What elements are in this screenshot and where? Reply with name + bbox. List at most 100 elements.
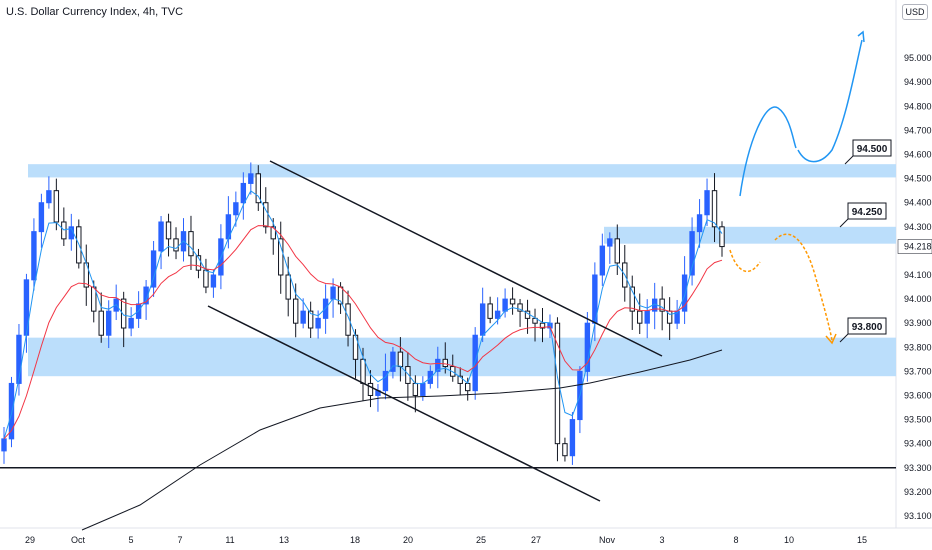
last-price-tag xyxy=(897,239,932,254)
zone-label-pointer xyxy=(839,333,849,343)
x-tick-label: 5 xyxy=(128,535,133,545)
candle-body xyxy=(487,303,493,319)
candle-body xyxy=(31,231,37,281)
zone-2 xyxy=(28,337,896,377)
candle-body xyxy=(292,298,299,324)
y-tick-label: 95.000 xyxy=(904,53,932,63)
zone-label-text: 94.500 xyxy=(857,144,888,155)
x-tick-label: Nov xyxy=(599,535,616,545)
candle-body xyxy=(442,358,448,368)
candle-body xyxy=(405,366,411,384)
y-tick-label: 93.700 xyxy=(904,366,932,376)
candle-body xyxy=(248,173,254,184)
candle-body xyxy=(16,334,22,384)
x-tick-label: 7 xyxy=(177,535,182,545)
candle-body xyxy=(53,190,60,223)
candle-body xyxy=(390,351,396,372)
candle-body xyxy=(457,375,463,384)
candle-body xyxy=(420,382,426,396)
x-tick-label: 10 xyxy=(784,535,794,545)
x-tick-label: 27 xyxy=(531,535,541,545)
x-tick-label: 20 xyxy=(403,535,413,545)
candle-body xyxy=(98,310,104,336)
y-tick-label: 94.500 xyxy=(904,174,932,184)
candle-body xyxy=(397,351,404,368)
x-tick-label: 3 xyxy=(659,535,664,545)
candle-body xyxy=(315,317,321,329)
candle-body xyxy=(300,310,306,324)
candle-body xyxy=(143,286,149,305)
channel-lower-line xyxy=(207,305,601,502)
chart-title: U.S. Dollar Currency Index, 4h, TVC xyxy=(6,6,184,18)
x-tick-label: 15 xyxy=(857,535,867,545)
candle-body xyxy=(360,358,366,384)
candle-body xyxy=(120,298,127,329)
x-tick-label: 25 xyxy=(476,535,486,545)
y-tick-label: 94.400 xyxy=(904,198,932,208)
y-tick-label: 94.000 xyxy=(904,294,932,304)
y-tick-label: 93.400 xyxy=(904,439,932,449)
candle-body xyxy=(8,382,15,440)
candle-body xyxy=(128,317,134,329)
candle-body xyxy=(38,202,45,233)
candle-body xyxy=(435,358,441,372)
candle-body xyxy=(599,245,606,276)
candle-body xyxy=(696,214,703,233)
candle-body xyxy=(195,255,202,271)
zone-label-box xyxy=(852,139,892,157)
projection-up-1 xyxy=(739,106,797,197)
projection-down-2 xyxy=(774,233,833,341)
candle-body xyxy=(629,286,635,312)
zone-label-text: 93.800 xyxy=(852,322,883,333)
candle-body xyxy=(569,419,576,457)
y-tick-label: 93.200 xyxy=(904,487,932,497)
candle-body xyxy=(307,310,314,329)
currency-badge[interactable]: USD xyxy=(902,4,928,20)
candle-body xyxy=(517,303,523,312)
y-tick-label: 93.600 xyxy=(904,390,932,400)
ema-fast-line xyxy=(3,190,723,439)
candle-body xyxy=(644,310,650,324)
candle-body xyxy=(465,382,471,392)
candle-body xyxy=(1,438,7,452)
candle-body xyxy=(554,322,561,445)
zone-0 xyxy=(28,164,896,178)
candle-body xyxy=(165,221,172,240)
candle-body xyxy=(719,226,725,248)
candle-body xyxy=(494,310,501,319)
y-tick-label: 94.218 xyxy=(904,242,932,252)
x-tick-label: 29 xyxy=(25,535,35,545)
x-tick-label: 11 xyxy=(225,535,234,545)
candle-body xyxy=(46,190,52,204)
projection-down-arrowhead xyxy=(825,333,837,345)
candle-body xyxy=(203,269,209,288)
candle-body xyxy=(61,221,67,240)
ema-slow-line xyxy=(3,225,723,440)
y-tick-label: 94.800 xyxy=(904,101,932,111)
y-tick-label: 93.100 xyxy=(904,511,932,521)
y-tick-label: 93.300 xyxy=(904,463,932,473)
zone-1 xyxy=(604,226,896,244)
candle-body xyxy=(637,310,643,324)
zone-label-box xyxy=(847,317,887,335)
candle-body xyxy=(106,310,112,336)
candle-body xyxy=(607,238,613,247)
channel-upper-line xyxy=(269,160,663,357)
y-tick-label: 94.600 xyxy=(904,150,932,160)
x-tick-label: 8 xyxy=(733,535,738,545)
candle-body xyxy=(285,274,291,300)
y-tick-label: 93.800 xyxy=(904,342,932,352)
y-tick-label: 93.500 xyxy=(904,415,932,425)
candle-body xyxy=(584,322,591,372)
candle-body xyxy=(711,190,718,228)
candle-body xyxy=(240,182,247,204)
sma-long-line xyxy=(81,349,723,531)
candle-body xyxy=(509,298,516,305)
candle-body xyxy=(562,443,568,457)
y-tick-label: 94.100 xyxy=(904,270,932,280)
candle-body xyxy=(689,231,695,276)
candle-body xyxy=(412,382,419,396)
candle-body xyxy=(278,238,284,276)
x-tick-label: 18 xyxy=(350,535,360,545)
